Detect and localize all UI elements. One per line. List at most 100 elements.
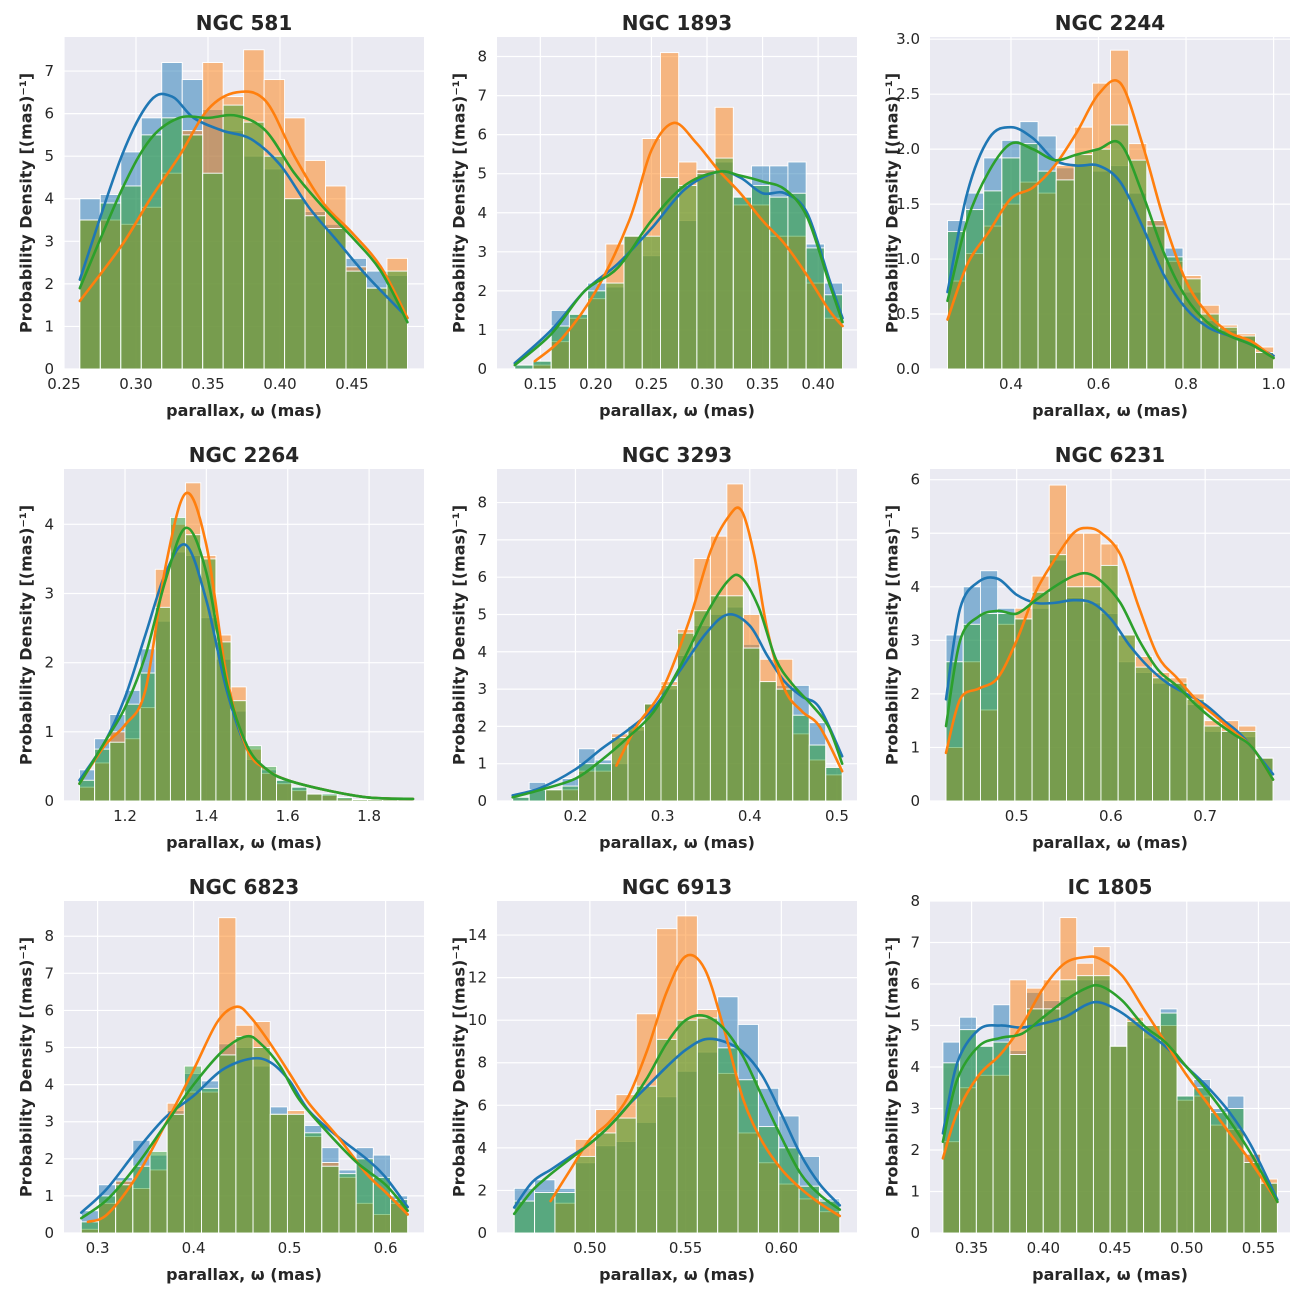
y-tick-label: 7 [477,87,487,105]
y-axis-label: Probability Density [(mas)⁻¹] [883,505,902,765]
bar-green [79,219,101,369]
bar-green [742,647,761,801]
bar-green [1169,682,1188,801]
kde-line-orange [533,121,844,363]
y-tick-label: 4 [477,643,487,661]
bar-green [1110,124,1130,369]
bar-green [1001,157,1021,369]
bar-green [1055,179,1075,369]
bar-green [99,202,122,369]
x-tick-label: 0.5 [1005,807,1029,825]
kde-line-blue [944,576,1275,776]
y-tick-label: 7 [910,934,920,952]
y-tick-label: 0 [910,792,920,810]
x-tick-label: 0.6 [1099,807,1123,825]
bar-green [578,763,596,801]
panel-title: NGC 3293 [622,443,732,467]
kde-line-green [79,1034,409,1220]
y-tick-label: 5 [910,1017,920,1035]
y-tick-label: 1 [910,738,920,756]
y-tick-label: 3 [44,232,54,250]
bar-green [336,797,353,801]
kde-line-green [78,113,409,324]
panel-ngc-2264: 1.2 1.4 1.6 1.8 0 1 2 3 4 NGC 2264 parallax, ω (ma… [17,443,424,852]
bar-green [304,1132,323,1233]
histogram-green [512,595,843,801]
bar-green [737,1079,759,1233]
y-tick-label: 2 [44,275,54,293]
y-tick-label: 0 [477,792,487,810]
kde-line-orange [946,78,1275,360]
bar-green [1143,1025,1161,1233]
x-tick-label: 0.50 [573,1239,606,1257]
y-tick-label: 14 [468,926,487,944]
x-axis-label: parallax, ω (mas) [599,1265,755,1284]
y-tick-label: 4 [477,204,487,222]
y-tick-label: 4 [44,515,54,533]
bar-green [787,192,807,369]
bar-green [109,741,126,801]
y-tick-label: 2 [477,282,487,300]
y-tick-label: 8 [477,48,487,66]
x-tick-label: 1.6 [276,807,300,825]
x-tick-label: 0.40 [263,375,296,393]
bar-green [732,196,752,369]
kde-line-orange [549,953,842,1218]
panel-title: NGC 6913 [622,875,732,899]
y-tick-label: 1 [477,755,487,773]
y-tick-label: 3 [910,1100,920,1118]
bar-green [825,766,843,801]
x-tick-label: 0.2 [564,807,588,825]
x-tick-label: 0.35 [746,375,779,393]
bar-green [1037,170,1057,369]
bar-green [351,799,368,801]
bar-green [635,1085,658,1233]
bar-green [574,1155,597,1233]
bar-green [678,184,698,369]
panel-title: IC 1805 [1068,875,1153,899]
x-tick-label: 0.45 [1098,1239,1131,1257]
bar-green [1186,698,1205,801]
bar-green [166,1113,185,1233]
kde-line-blue [79,1056,409,1214]
y-tick-label: 3.0 [896,30,920,48]
bar-green [775,688,794,801]
kde-line-blue [941,1000,1279,1202]
bar-green [1193,1087,1211,1233]
bar-green [660,684,678,801]
bar-green [808,744,827,801]
panel-title: NGC 6823 [189,875,299,899]
y-axis-label: Probability Density [(mas)⁻¹] [883,73,902,333]
y-tick-label: 3 [477,243,487,261]
bar-green [1076,975,1094,1233]
x-tick-label: 0.7 [1193,807,1217,825]
bar-green [1083,586,1102,801]
x-tick-label: 0.55 [669,1239,702,1257]
bar-green [769,196,789,369]
bar-green [202,172,224,369]
bar-green [149,1150,168,1233]
histogram-green [942,975,1278,1233]
y-tick-label: 6 [910,975,920,993]
bar-green [1220,730,1240,801]
bar-green [962,623,981,801]
x-tick-label: 1.2 [113,807,137,825]
bar-green [1152,677,1171,801]
bar-green [1134,666,1154,801]
bar-green [594,763,612,801]
y-axis-label: Probability Density [(mas)⁻¹] [17,505,36,765]
y-tick-label: 2 [910,1141,920,1159]
y-tick-label: 3 [477,680,487,698]
bar-green [676,1019,698,1233]
bar-green [366,287,388,369]
bar-green [345,270,367,369]
panel-title: NGC 2244 [1055,11,1165,35]
bar-green [1009,1054,1027,1233]
x-tick-label: 1.8 [357,807,381,825]
x-tick-label: 0.6 [1087,375,1111,393]
bar-green [252,1047,271,1233]
y-tick-label: 1 [477,321,487,339]
bar-green [115,1184,134,1233]
bar-green [947,231,967,369]
x-tick-label: 0.35 [955,1239,988,1257]
